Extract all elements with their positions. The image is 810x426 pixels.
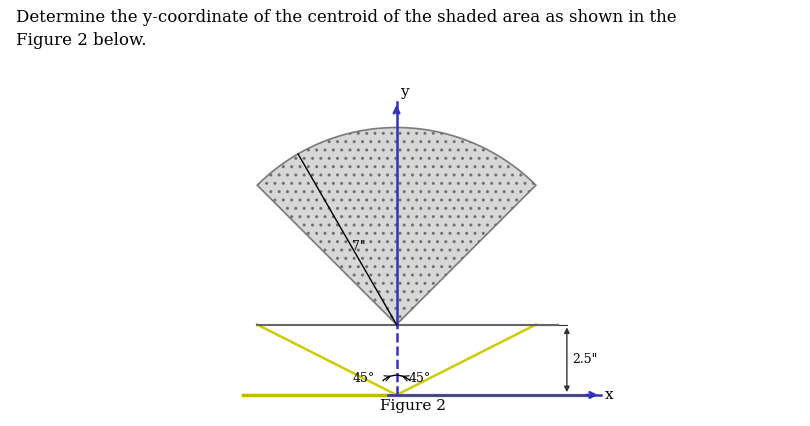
Polygon shape: [258, 127, 536, 325]
Text: x: x: [605, 388, 613, 402]
Text: Figure 2: Figure 2: [381, 399, 446, 413]
Text: y: y: [400, 85, 408, 99]
Text: Determine the y-coordinate of the centroid of the shaded area as shown in the
Fi: Determine the y-coordinate of the centro…: [16, 9, 677, 49]
Text: 2.5": 2.5": [573, 353, 598, 366]
Text: 45°: 45°: [353, 372, 375, 385]
Text: 7": 7": [352, 240, 365, 253]
Text: 45°: 45°: [408, 372, 431, 385]
